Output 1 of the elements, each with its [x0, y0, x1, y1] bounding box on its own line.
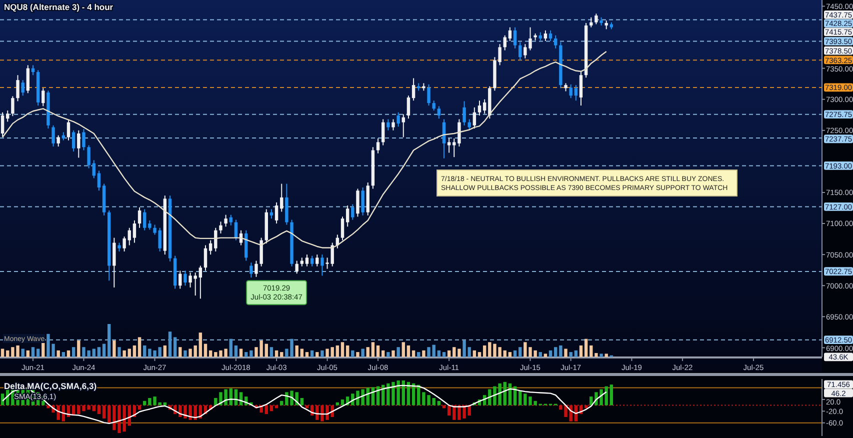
chart-title: NQU8 (Alternate 3) - 4 hour: [4, 2, 114, 12]
